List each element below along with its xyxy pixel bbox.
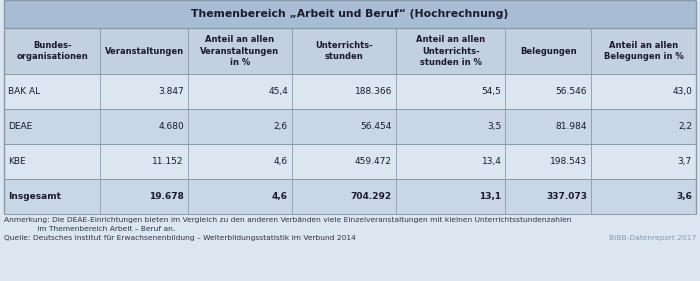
Text: Anteil an allen
Unterrichts-
stunden in %: Anteil an allen Unterrichts- stunden in …	[416, 35, 485, 67]
Text: 56.546: 56.546	[555, 87, 587, 96]
Bar	[4, 109, 696, 144]
Text: Anmerkung: Die DEAE-Einrichtungen bieten im Vergleich zu den anderen Verbänden v: Anmerkung: Die DEAE-Einrichtungen bieten…	[4, 217, 571, 223]
Text: Anteil an allen
Belegungen in %: Anteil an allen Belegungen in %	[603, 41, 683, 61]
Text: 56.454: 56.454	[360, 122, 392, 131]
Text: 459.472: 459.472	[355, 157, 392, 166]
Text: 81.984: 81.984	[555, 122, 587, 131]
Text: 3,5: 3,5	[487, 122, 501, 131]
Text: 13,1: 13,1	[480, 192, 501, 201]
Text: 43,0: 43,0	[672, 87, 692, 96]
Text: 45,4: 45,4	[268, 87, 288, 96]
Bar	[4, 0, 696, 28]
Text: Themenbereich „Arbeit und Beruf“ (Hochrechnung): Themenbereich „Arbeit und Beruf“ (Hochre…	[191, 9, 509, 19]
Text: Insgesamt: Insgesamt	[8, 192, 61, 201]
Text: Veranstaltungen: Veranstaltungen	[104, 46, 183, 56]
Text: 704.292: 704.292	[351, 192, 392, 201]
Text: 198.543: 198.543	[550, 157, 587, 166]
Text: Anteil an allen
Veranstaltungen
in %: Anteil an allen Veranstaltungen in %	[200, 35, 279, 67]
Bar	[4, 74, 696, 109]
Text: 2,6: 2,6	[274, 122, 288, 131]
Text: 337.073: 337.073	[546, 192, 587, 201]
Text: 3,6: 3,6	[676, 192, 692, 201]
Text: DEAE: DEAE	[8, 122, 32, 131]
Text: 3,7: 3,7	[678, 157, 692, 166]
Text: 13,4: 13,4	[482, 157, 501, 166]
Text: 4,6: 4,6	[272, 192, 288, 201]
Text: 3.847: 3.847	[158, 87, 184, 96]
Text: Belegungen: Belegungen	[520, 46, 577, 56]
Text: 188.366: 188.366	[355, 87, 392, 96]
Bar	[4, 179, 696, 214]
Text: Bundes-
organisationen: Bundes- organisationen	[16, 41, 88, 61]
Text: BAK AL: BAK AL	[8, 87, 40, 96]
Text: Unterrichts-
stunden: Unterrichts- stunden	[315, 41, 373, 61]
Bar	[4, 28, 696, 74]
Text: 11.152: 11.152	[153, 157, 184, 166]
Text: 4.680: 4.680	[158, 122, 184, 131]
Text: 19.678: 19.678	[149, 192, 184, 201]
Text: KBE: KBE	[8, 157, 26, 166]
Text: Quelle: Deutsches Institut für Erwachsenenbildung – Weiterbildungsstatistik im V: Quelle: Deutsches Institut für Erwachsen…	[4, 235, 356, 241]
Text: im Themenbereich Arbeit – Beruf an.: im Themenbereich Arbeit – Beruf an.	[4, 226, 175, 232]
Text: 54,5: 54,5	[482, 87, 501, 96]
Text: 2,2: 2,2	[678, 122, 692, 131]
Text: 4,6: 4,6	[274, 157, 288, 166]
Bar	[4, 144, 696, 179]
Text: BIBB-Datenreport 2017: BIBB-Datenreport 2017	[609, 235, 696, 241]
